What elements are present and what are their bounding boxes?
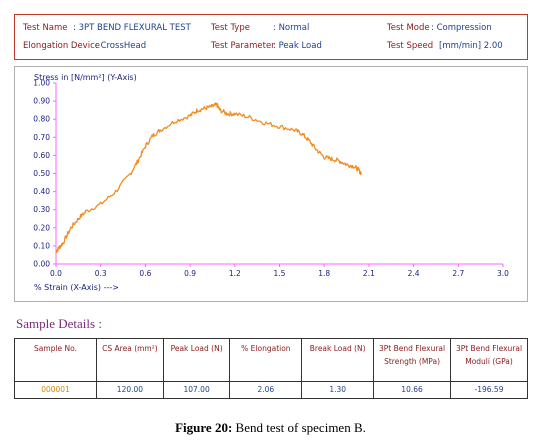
caption-text: Bend test of specimen B. — [232, 420, 366, 435]
axes — [53, 82, 504, 267]
test-speed-value: [mm/min] 2.00 — [439, 41, 503, 51]
col-header-break-load: Break Load (N) — [301, 338, 375, 382]
cell-break-load: 1.30 — [301, 381, 375, 399]
test-speed-label: Test Speed — [387, 41, 434, 51]
y-tick-label: 1.00 — [33, 79, 50, 88]
y-tick-label: 0.80 — [33, 115, 50, 124]
chart-panel: Stress in [N/mm²] (Y-Axis) % Strain (X-A… — [14, 66, 528, 302]
stress-strain-chart: Stress in [N/mm²] (Y-Axis) % Strain (X-A… — [33, 73, 509, 292]
test-type-value: : Normal — [273, 23, 310, 33]
col-header-flexural-moduli: 3Pt Bend Flexural Moduli (GPa) — [450, 338, 528, 382]
col-header-elongation: % Elongation — [229, 338, 303, 382]
tick-labels: 0.0 0.3 0.6 0.9 1.2 1.5 1.8 2.1 2.4 2.7 3.0 0.00 0.1… — [33, 79, 509, 279]
y-tick-label: 0.30 — [33, 205, 50, 214]
sample-details-table: Sample No. CS Area (mm²) Peak Load (N) %… — [13, 338, 528, 399]
x-tick-label: 2.4 — [408, 269, 420, 278]
x-tick-label: 2.1 — [363, 269, 375, 278]
cell-peak-load: 107.00 — [162, 381, 231, 399]
series-layer — [55, 102, 362, 253]
test-name-value: : 3PT BEND FLEXURAL TEST — [73, 23, 191, 33]
y-axis-label: Stress in [N/mm²] (Y-Axis) — [34, 73, 137, 82]
y-tick-label: 0.40 — [33, 187, 50, 196]
sample-details-title: Sample Details : — [16, 316, 102, 331]
x-tick-label: 0.3 — [95, 269, 107, 278]
x-tick-label: 3.0 — [497, 269, 509, 278]
test-mode-label: Test Mode — [387, 23, 430, 33]
col-header-sample-no: Sample No. — [13, 338, 98, 382]
x-tick-label: 0.9 — [184, 269, 196, 278]
elongation-device-label: Elongation Device — [23, 41, 100, 51]
cell-sample-no: 000001 — [13, 381, 98, 399]
cell-flexural-moduli: -196.59 — [450, 381, 528, 399]
x-axis-label: % Strain (X-Axis) ---> — [34, 283, 119, 292]
caption-label: Figure 20: — [175, 420, 233, 435]
table-header-row: Sample No. CS Area (mm²) Peak Load (N) %… — [13, 338, 528, 382]
y-tick-label: 0.20 — [33, 223, 50, 232]
cell-cs-area: 120.00 — [96, 381, 164, 399]
test-parameter-label: Test Parameter — [211, 41, 275, 51]
col-header-peak-load: Peak Load (N) — [162, 338, 231, 382]
col-header-flexural-strength: 3Pt Bend Flexural Strength (MPa) — [373, 338, 452, 382]
test-mode-value: : Compression — [431, 23, 492, 33]
x-tick-label: 0.0 — [50, 269, 62, 278]
y-tick-label: 0.90 — [33, 97, 50, 106]
cell-flexural-strength: 10.66 — [373, 381, 452, 399]
x-tick-label: 0.6 — [139, 269, 151, 278]
elongation-device-value: : CrossHead — [95, 41, 147, 51]
stress-strain-curve — [55, 102, 362, 253]
test-parameter-value: : Peak Load — [273, 41, 322, 51]
y-tick-label: 0.50 — [33, 169, 50, 178]
x-tick-label: 1.2 — [229, 269, 241, 278]
x-tick-label: 1.5 — [274, 269, 286, 278]
x-tick-label: 1.8 — [318, 269, 330, 278]
test-type-label: Test Type — [211, 23, 250, 33]
y-tick-label: 0.10 — [33, 241, 50, 250]
y-tick-label: 0.60 — [33, 151, 50, 160]
x-tick-label: 2.7 — [452, 269, 464, 278]
test-info-header: Test Name : 3PT BEND FLEXURAL TEST Test … — [14, 14, 528, 60]
col-header-cs-area: CS Area (mm²) — [96, 338, 164, 382]
table-row: 000001 120.00 107.00 2.06 1.30 10.66 -19… — [13, 381, 528, 399]
cell-elongation: 2.06 — [229, 381, 303, 399]
test-name-label: Test Name — [23, 23, 68, 33]
y-tick-label: 0.70 — [33, 133, 50, 142]
y-tick-label: 0.00 — [33, 260, 50, 269]
figure-caption: Figure 20: Bend test of specimen B. — [0, 420, 541, 436]
